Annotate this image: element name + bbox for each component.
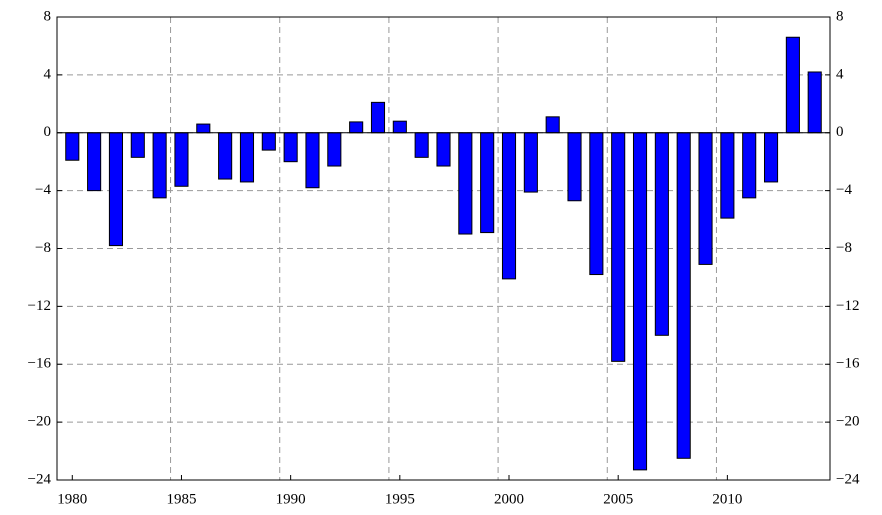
plot-frame bbox=[56, 16, 831, 481]
x-tick-label: 1985 bbox=[166, 491, 196, 507]
y2-tick-label: −12 bbox=[836, 298, 859, 314]
y-tick-label: −8 bbox=[35, 240, 51, 256]
y-tick-label: −4 bbox=[35, 182, 51, 198]
bar bbox=[283, 132, 298, 163]
bar bbox=[654, 132, 669, 336]
bar bbox=[261, 132, 276, 151]
y-tick-label: −20 bbox=[28, 414, 51, 430]
bar bbox=[785, 36, 800, 134]
bar bbox=[458, 132, 473, 235]
x-tick-label: 1995 bbox=[385, 491, 415, 507]
bar bbox=[436, 132, 451, 167]
bar bbox=[239, 132, 255, 183]
bar bbox=[349, 121, 364, 134]
x-tick-label: 2010 bbox=[712, 491, 742, 507]
y2-tick-label: 8 bbox=[836, 8, 844, 24]
bar bbox=[392, 120, 407, 134]
bar bbox=[130, 132, 145, 158]
bar bbox=[87, 132, 102, 192]
bar bbox=[720, 132, 735, 219]
bar bbox=[152, 132, 167, 199]
bar bbox=[414, 132, 429, 158]
y2-tick-label: −20 bbox=[836, 414, 859, 430]
y2-tick-label: −16 bbox=[836, 356, 860, 372]
y2-tick-label: −8 bbox=[836, 240, 852, 256]
y2-tick-label: 0 bbox=[836, 124, 844, 140]
bar bbox=[763, 132, 779, 183]
bar bbox=[676, 132, 691, 459]
y-tick-label: 0 bbox=[44, 124, 52, 140]
x-tick-label: 2000 bbox=[494, 491, 524, 507]
x-tick-label: 2005 bbox=[603, 491, 633, 507]
bar bbox=[501, 132, 517, 280]
bar bbox=[327, 132, 342, 167]
bar bbox=[632, 132, 648, 471]
bar bbox=[218, 132, 233, 180]
bar bbox=[545, 116, 560, 134]
bar bbox=[370, 101, 386, 134]
y-tick-label: 4 bbox=[44, 66, 52, 82]
bar bbox=[523, 132, 538, 193]
y2-tick-label: −4 bbox=[836, 182, 852, 198]
y2-tick-label: 4 bbox=[836, 66, 844, 82]
bar bbox=[196, 123, 211, 134]
bar bbox=[65, 132, 80, 161]
bar bbox=[611, 132, 626, 362]
bar bbox=[480, 132, 495, 234]
bar bbox=[305, 132, 320, 189]
bar bbox=[567, 132, 582, 202]
bar bbox=[807, 71, 822, 134]
bar bbox=[108, 132, 124, 247]
x-tick-label: 1980 bbox=[57, 491, 87, 507]
y-tick-label: 8 bbox=[44, 8, 52, 24]
y-tick-label: −24 bbox=[28, 471, 52, 487]
bar bbox=[174, 132, 189, 187]
y-tick-label: −12 bbox=[28, 298, 51, 314]
y-tick-label: −16 bbox=[28, 356, 52, 372]
x-tick-label: 1990 bbox=[276, 491, 306, 507]
bar bbox=[589, 132, 604, 276]
bar bbox=[698, 132, 713, 265]
bar bbox=[742, 132, 757, 199]
y2-tick-label: −24 bbox=[836, 471, 860, 487]
